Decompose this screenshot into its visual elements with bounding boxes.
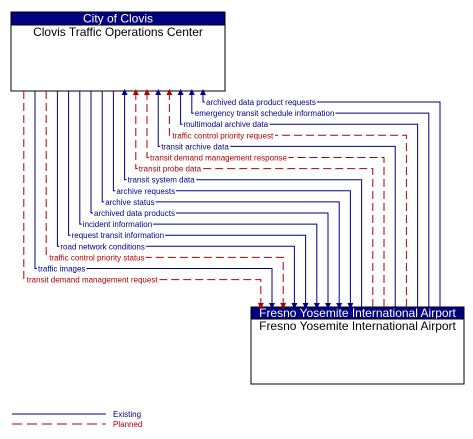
flow-line (56, 91, 298, 309)
flow-label-background (70, 231, 166, 241)
flow-label-background (93, 209, 176, 218)
flow-emergency-transit-schedule-information: emergency transit schedule information (188, 89, 430, 307)
flow-label: traffic images (38, 265, 85, 274)
legend-planned-label: Planned (113, 420, 142, 429)
flow-label-background (137, 164, 203, 174)
flow-label-background (182, 120, 270, 130)
flow-label-background (37, 264, 87, 274)
flow-label: transit demand management request (27, 276, 159, 285)
flow-transit-demand-management-request: transit demand management request (23, 91, 264, 309)
flow-line (166, 89, 407, 307)
flow-traffic-images: traffic images (34, 91, 275, 309)
flow-line (45, 91, 287, 309)
flow-line (79, 91, 320, 309)
source-header (11, 12, 225, 25)
flow-transit-system-data: transit system data (121, 89, 363, 307)
flow-incident-information: incident information (79, 91, 320, 309)
flow-label: request transit information (72, 231, 165, 240)
target-header (251, 307, 464, 319)
flow-label: traffic control priority status (49, 253, 144, 262)
flow-transit-probe-data: transit probe data (132, 89, 374, 307)
flow-label-background (149, 153, 289, 163)
flow-traffic-control-priority-status: traffic control priority status (45, 91, 287, 309)
flow-label: multimodal archive data (184, 120, 269, 129)
flow-label-background (81, 220, 154, 230)
flow-line (68, 91, 309, 309)
source-border (10, 11, 226, 92)
flow-label-background (126, 175, 197, 185)
target-border (250, 306, 465, 385)
flow-label-background (160, 142, 231, 152)
flow-label-background (193, 109, 336, 119)
flow-line (101, 91, 343, 309)
flow-line (90, 91, 331, 309)
flow-multimodal-archive-data: multimodal archive data (177, 89, 419, 307)
flow-label: traffic control priority request (172, 131, 274, 140)
flow-line (177, 89, 419, 307)
flow-line (112, 91, 354, 309)
target-box: Fresno Yosemite International Airport Fr… (250, 306, 465, 385)
flow-line (34, 91, 275, 309)
flow-archived-data-products: archived data products (90, 91, 331, 309)
flow-label-background (25, 275, 160, 285)
flow-road-network-conditions: road network conditions (56, 91, 298, 309)
legend-existing-label: Existing (113, 410, 141, 419)
flow-label: archived data product requests (206, 98, 316, 107)
source-owner: City of Clovis (83, 12, 153, 26)
flow-transit-demand-management-response: transit demand management response (144, 89, 385, 307)
flow-label-background (59, 242, 146, 252)
information-flows: archived data product requests emergency … (23, 89, 441, 309)
flow-label: road network conditions (60, 242, 144, 251)
flow-label-background (171, 131, 275, 141)
flow-label-background (115, 186, 177, 196)
flow-label: incident information (83, 220, 152, 229)
flow-label: transit system data (128, 176, 196, 185)
flow-archived-data-product-requests: archived data product requests (200, 89, 441, 307)
target-owner: Fresno Yosemite International Airport (259, 306, 456, 320)
source-name: Clovis Traffic Operations Center (33, 25, 203, 39)
flow-label: emergency transit schedule information (195, 109, 335, 118)
target-name: Fresno Yosemite International Airport (259, 319, 456, 333)
flow-label: archive requests (116, 187, 175, 196)
flow-traffic-control-priority-request: traffic control priority request (166, 89, 407, 307)
flow-label: transit demand management response (150, 154, 288, 163)
flow-archive-status: archive status (101, 91, 343, 309)
flow-line (132, 89, 374, 307)
flow-label: transit archive data (161, 142, 229, 151)
flow-request-transit-information: request transit information (68, 91, 309, 309)
flow-line (200, 89, 441, 307)
flow-transit-archive-data: transit archive data (155, 89, 396, 307)
flow-line (155, 89, 396, 307)
flow-line (121, 89, 363, 307)
source-box: City of Clovis Clovis Traffic Operations… (10, 11, 226, 92)
flow-archive-requests: archive requests (112, 91, 354, 309)
flow-label: transit probe data (139, 165, 202, 174)
flow-label-background (48, 253, 146, 263)
flow-label: archived data products (94, 209, 175, 218)
legend: Existing Planned (12, 410, 142, 429)
flow-label: archive status (105, 198, 154, 207)
flow-label-background (205, 98, 317, 107)
flow-label-background (104, 197, 156, 207)
